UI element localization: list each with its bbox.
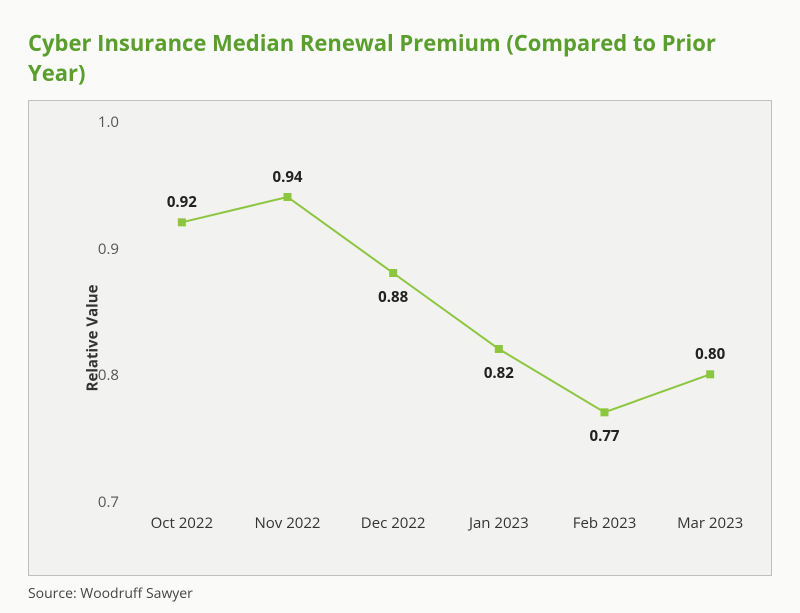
data-marker [178, 218, 186, 226]
x-tick-label: Oct 2022 [151, 513, 213, 533]
x-tick-label: Nov 2022 [254, 513, 320, 533]
data-label: 0.80 [695, 344, 725, 364]
y-tick-label: 1.0 [79, 112, 119, 132]
y-tick-label: 0.7 [79, 492, 119, 512]
y-tick-label: 0.9 [79, 239, 119, 259]
chart-area: Relative Value 0.70.80.91.0Oct 2022Nov 2… [28, 100, 772, 576]
y-tick-label: 0.8 [79, 365, 119, 385]
data-label: 0.82 [484, 363, 514, 383]
data-marker [284, 193, 292, 201]
x-tick-label: Jan 2023 [469, 513, 529, 533]
data-marker [389, 269, 397, 277]
data-marker [495, 345, 503, 353]
data-label: 0.94 [272, 167, 302, 187]
x-tick-label: Mar 2023 [677, 513, 743, 533]
data-label: 0.88 [378, 287, 408, 307]
chart-source: Source: Woodruff Sawyer [28, 584, 772, 603]
chart-svg [29, 101, 773, 577]
chart-title: Cyber Insurance Median Renewal Premium (… [28, 28, 772, 88]
data-marker [706, 370, 714, 378]
data-label: 0.77 [589, 426, 619, 446]
data-label: 0.92 [167, 192, 197, 212]
x-tick-label: Feb 2023 [573, 513, 637, 533]
x-tick-label: Dec 2022 [361, 513, 426, 533]
data-marker [601, 408, 609, 416]
